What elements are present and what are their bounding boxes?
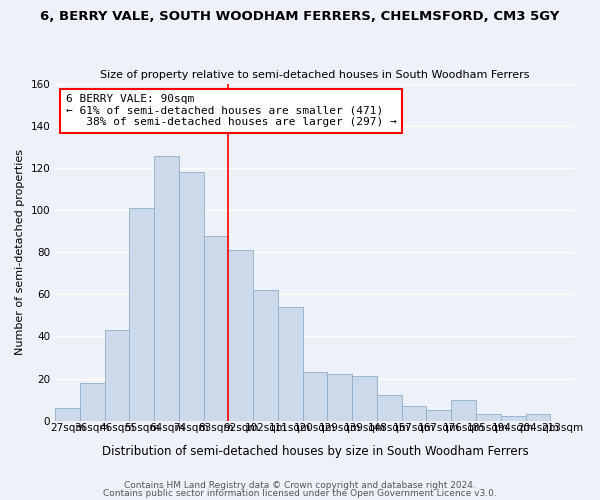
Bar	[104, 330, 130, 420]
Bar	[278, 307, 303, 420]
X-axis label: Distribution of semi-detached houses by size in South Woodham Ferrers: Distribution of semi-detached houses by …	[102, 444, 529, 458]
Bar	[476, 414, 501, 420]
Bar	[154, 156, 179, 420]
Text: 6 BERRY VALE: 90sqm
← 61% of semi-detached houses are smaller (471)
   38% of se: 6 BERRY VALE: 90sqm ← 61% of semi-detach…	[65, 94, 397, 128]
Bar	[303, 372, 328, 420]
Bar	[179, 172, 203, 420]
Text: Contains public sector information licensed under the Open Government Licence v3: Contains public sector information licen…	[103, 488, 497, 498]
Title: Size of property relative to semi-detached houses in South Woodham Ferrers: Size of property relative to semi-detach…	[100, 70, 530, 81]
Bar	[451, 400, 476, 420]
Bar	[526, 414, 550, 420]
Bar	[427, 410, 451, 420]
Bar	[253, 290, 278, 420]
Bar	[55, 408, 80, 420]
Bar	[501, 416, 526, 420]
Y-axis label: Number of semi-detached properties: Number of semi-detached properties	[15, 150, 25, 356]
Bar	[328, 374, 352, 420]
Bar	[377, 396, 402, 420]
Bar	[203, 236, 229, 420]
Bar	[402, 406, 427, 420]
Text: Contains HM Land Registry data © Crown copyright and database right 2024.: Contains HM Land Registry data © Crown c…	[124, 481, 476, 490]
Bar	[352, 376, 377, 420]
Bar	[80, 382, 104, 420]
Text: 6, BERRY VALE, SOUTH WOODHAM FERRERS, CHELMSFORD, CM3 5GY: 6, BERRY VALE, SOUTH WOODHAM FERRERS, CH…	[40, 10, 560, 23]
Bar	[130, 208, 154, 420]
Bar	[229, 250, 253, 420]
